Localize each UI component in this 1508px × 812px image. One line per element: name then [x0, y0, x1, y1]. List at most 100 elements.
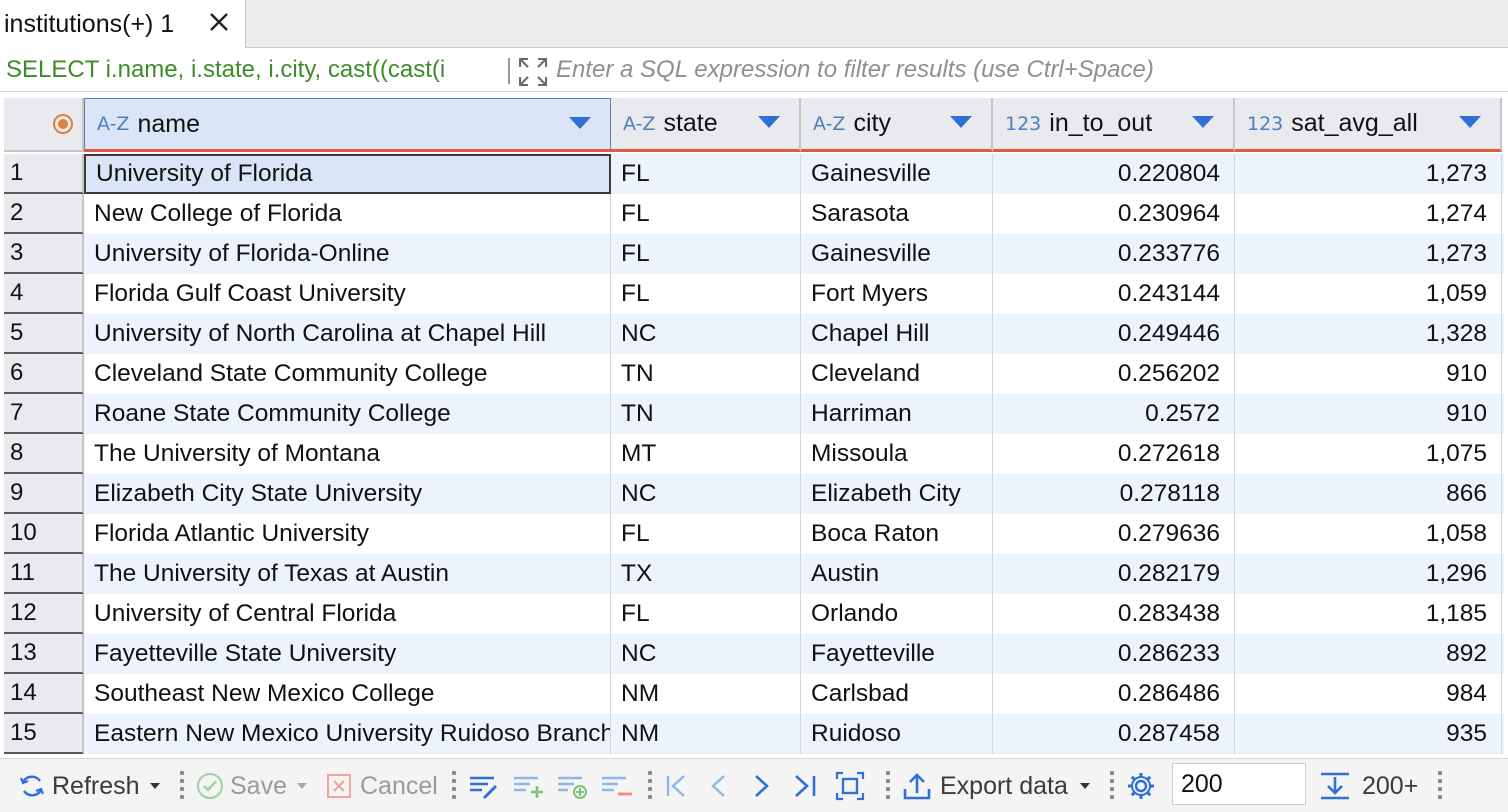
- fetch-size-input[interactable]: [1172, 763, 1306, 805]
- table-row[interactable]: 2 New College of Florida FL Sarasota 0.23096…: [4, 194, 1504, 234]
- cell-city[interactable]: Carlsbad: [801, 674, 993, 714]
- cell-state[interactable]: TX: [611, 554, 801, 594]
- cell-sat-avg-all[interactable]: 866: [1235, 474, 1502, 514]
- cell-in-to-out[interactable]: 0.278118: [993, 474, 1235, 514]
- table-row[interactable]: 8 The University of Montana MT Missoula 0.27…: [4, 434, 1504, 474]
- cell-name[interactable]: Florida Gulf Coast University: [84, 274, 611, 314]
- cell-state[interactable]: FL: [611, 194, 801, 234]
- cell-city[interactable]: Orlando: [801, 594, 993, 634]
- edit-row-button[interactable]: [468, 759, 500, 812]
- cell-in-to-out[interactable]: 0.279636: [993, 514, 1235, 554]
- chevron-down-icon[interactable]: [757, 114, 781, 130]
- previous-page-button[interactable]: [708, 759, 728, 812]
- row-number[interactable]: 7: [4, 394, 84, 434]
- cell-in-to-out[interactable]: 0.249446: [993, 314, 1235, 354]
- cell-state[interactable]: NC: [611, 314, 801, 354]
- panel-button[interactable]: [834, 759, 866, 812]
- cell-sat-avg-all[interactable]: 1,273: [1235, 234, 1502, 274]
- table-row[interactable]: 13 Fayetteville State University NC Fayette…: [4, 634, 1504, 674]
- cell-city[interactable]: Chapel Hill: [801, 314, 993, 354]
- row-number[interactable]: 4: [4, 274, 84, 314]
- cell-name[interactable]: University of Central Florida: [84, 594, 611, 634]
- copy-row-button[interactable]: [556, 759, 590, 812]
- row-number[interactable]: 11: [4, 554, 84, 594]
- cell-name[interactable]: Southeast New Mexico College: [84, 674, 611, 714]
- column-header-name[interactable]: A-Z name: [84, 98, 611, 152]
- row-number[interactable]: 8: [4, 434, 84, 474]
- cell-sat-avg-all[interactable]: 910: [1235, 394, 1502, 434]
- table-row[interactable]: 9 Elizabeth City State University NC Elizab…: [4, 474, 1504, 514]
- cell-city[interactable]: Ruidoso: [801, 714, 993, 754]
- save-button[interactable]: Save: [196, 759, 309, 812]
- cell-state[interactable]: TN: [611, 394, 801, 434]
- column-header-city[interactable]: A-Z city: [801, 98, 993, 152]
- cell-sat-avg-all[interactable]: 1,273: [1235, 154, 1502, 194]
- expand-icon[interactable]: [518, 57, 548, 87]
- cell-name[interactable]: Eastern New Mexico University Ruidoso Br…: [84, 714, 611, 754]
- cell-in-to-out[interactable]: 0.256202: [993, 354, 1235, 394]
- chevron-down-icon[interactable]: [295, 781, 309, 791]
- cell-name[interactable]: Elizabeth City State University: [84, 474, 611, 514]
- add-row-button[interactable]: [512, 759, 546, 812]
- cell-city[interactable]: Fayetteville: [801, 634, 993, 674]
- cell-state[interactable]: NM: [611, 674, 801, 714]
- cell-in-to-out[interactable]: 0.2572: [993, 394, 1235, 434]
- table-row[interactable]: 7 Roane State Community College TN Harriman…: [4, 394, 1504, 434]
- cell-sat-avg-all[interactable]: 1,296: [1235, 554, 1502, 594]
- cell-state[interactable]: FL: [611, 514, 801, 554]
- row-number[interactable]: 12: [4, 594, 84, 634]
- cell-state[interactable]: NC: [611, 474, 801, 514]
- cell-sat-avg-all[interactable]: 1,058: [1235, 514, 1502, 554]
- cell-name[interactable]: The University of Montana: [84, 434, 611, 474]
- cell-city[interactable]: Gainesville: [801, 234, 993, 274]
- close-icon[interactable]: [205, 8, 233, 36]
- next-page-button[interactable]: [752, 759, 772, 812]
- table-row[interactable]: 1 University of Florida FL Gainesville 0.220…: [4, 154, 1504, 194]
- cell-city[interactable]: Boca Raton: [801, 514, 993, 554]
- cell-city[interactable]: Gainesville: [801, 154, 993, 194]
- table-row[interactable]: 5 University of North Carolina at Chapel …: [4, 314, 1504, 354]
- cell-sat-avg-all[interactable]: 892: [1235, 634, 1502, 674]
- cell-name[interactable]: Roane State Community College: [84, 394, 611, 434]
- results-tab[interactable]: institutions(+) 1: [0, 0, 246, 48]
- column-header-sat-avg-all[interactable]: 123 sat_avg_all: [1235, 98, 1502, 152]
- cell-state[interactable]: NM: [611, 714, 801, 754]
- settings-button[interactable]: [1126, 759, 1156, 812]
- column-header-in-to-out[interactable]: 123 in_to_out: [993, 98, 1235, 152]
- cell-sat-avg-all[interactable]: 1,328: [1235, 314, 1502, 354]
- cell-name[interactable]: University of Florida: [84, 154, 611, 194]
- row-number[interactable]: 14: [4, 674, 84, 714]
- cell-city[interactable]: Austin: [801, 554, 993, 594]
- table-row[interactable]: 14 Southeast New Mexico College NM Carlsbad…: [4, 674, 1504, 714]
- cell-state[interactable]: TN: [611, 354, 801, 394]
- fetch-all-button[interactable]: 200+: [1318, 759, 1418, 812]
- chevron-down-icon[interactable]: [949, 114, 973, 130]
- row-number[interactable]: 6: [4, 354, 84, 394]
- cancel-button[interactable]: Cancel: [326, 759, 438, 812]
- filter-expression-input[interactable]: [556, 54, 1496, 86]
- cell-in-to-out[interactable]: 0.220804: [993, 154, 1235, 194]
- row-number[interactable]: 2: [4, 194, 84, 234]
- table-row[interactable]: 11 The University of Texas at Austin TX Aus…: [4, 554, 1504, 594]
- select-all-corner[interactable]: [4, 98, 84, 152]
- cell-in-to-out[interactable]: 0.243144: [993, 274, 1235, 314]
- last-page-button[interactable]: [792, 759, 820, 812]
- row-number[interactable]: 3: [4, 234, 84, 274]
- cell-in-to-out[interactable]: 0.230964: [993, 194, 1235, 234]
- export-data-button[interactable]: Export data: [902, 759, 1092, 812]
- cell-sat-avg-all[interactable]: 1,059: [1235, 274, 1502, 314]
- cell-sat-avg-all[interactable]: 1,075: [1235, 434, 1502, 474]
- cell-city[interactable]: Cleveland: [801, 354, 993, 394]
- table-row[interactable]: 10 Florida Atlantic University FL Boca Rato…: [4, 514, 1504, 554]
- cell-in-to-out[interactable]: 0.286233: [993, 634, 1235, 674]
- cell-state[interactable]: NC: [611, 634, 801, 674]
- cell-name[interactable]: University of Florida-Online: [84, 234, 611, 274]
- table-row[interactable]: 6 Cleveland State Community College TN Clev…: [4, 354, 1504, 394]
- cell-in-to-out[interactable]: 0.287458: [993, 714, 1235, 754]
- cell-state[interactable]: FL: [611, 274, 801, 314]
- cell-in-to-out[interactable]: 0.233776: [993, 234, 1235, 274]
- cell-state[interactable]: FL: [611, 154, 801, 194]
- cell-in-to-out[interactable]: 0.286486: [993, 674, 1235, 714]
- cell-name[interactable]: University of North Carolina at Chapel H…: [84, 314, 611, 354]
- cell-state[interactable]: FL: [611, 234, 801, 274]
